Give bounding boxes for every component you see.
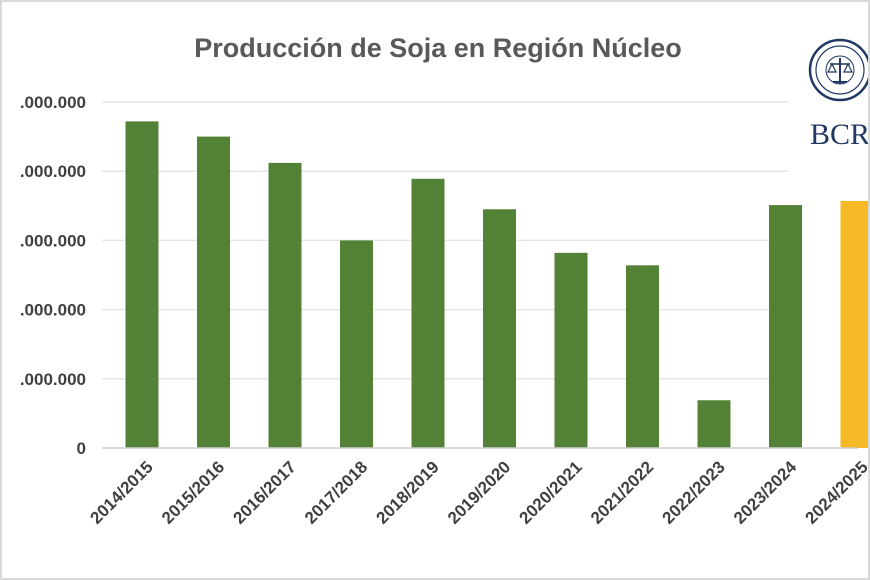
x-tick-label: 2015/2016 <box>158 457 228 527</box>
x-tick-labels: 2014/2015 2015/2016 2016/2017 2017/2018 2018… <box>87 457 868 528</box>
bar-2021-2022 <box>626 265 659 448</box>
x-tick-label: 2023/2024 <box>730 457 801 528</box>
y-tick-label: 0 <box>77 439 86 458</box>
bar-2023-2024 <box>769 205 802 448</box>
bar-2017-2018 <box>340 240 373 448</box>
logo-text: BCR <box>810 118 868 151</box>
x-tick-label: 2014/2015 <box>87 457 157 527</box>
bcr-seal-icon <box>808 38 868 102</box>
bar-2015-2016 <box>197 136 230 448</box>
bar-2020-2021 <box>554 252 588 448</box>
bar-2014-2015 <box>125 121 159 448</box>
x-tick-label: 2016/2017 <box>230 457 300 527</box>
bar-layer <box>125 121 868 448</box>
x-tick-label: 2020/2021 <box>516 457 586 527</box>
y-tick-labels: 0 .000.000 .000.000 .000.000 .000.000 .000.00… <box>20 93 86 458</box>
x-tick-label: 2019/2020 <box>444 457 514 527</box>
y-tick-label: .000.000 <box>20 231 86 250</box>
bar-2018-2019 <box>411 178 445 448</box>
bar-2019-2020 <box>483 209 516 448</box>
y-tick-label: .000.000 <box>20 93 86 112</box>
bar-2016-2017 <box>268 162 302 448</box>
x-tick-label: 2017/2018 <box>301 457 371 527</box>
bar-2022-2023 <box>697 400 731 448</box>
x-tick-label: 2018/2019 <box>373 457 443 527</box>
x-tick-label: 2022/2023 <box>659 457 729 527</box>
bar-2024-2025 <box>840 200 868 448</box>
bcr-logo: BCR <box>808 38 868 151</box>
x-tick-label: 2021/2022 <box>587 457 657 527</box>
y-tick-label: .000.000 <box>20 370 86 389</box>
chart-title: Producción de Soja en Región Núcleo <box>194 33 682 63</box>
x-tick-label: 2024/2025 <box>802 457 868 527</box>
y-tick-label: .000.000 <box>20 301 86 320</box>
y-tick-label: .000.000 <box>20 162 86 181</box>
